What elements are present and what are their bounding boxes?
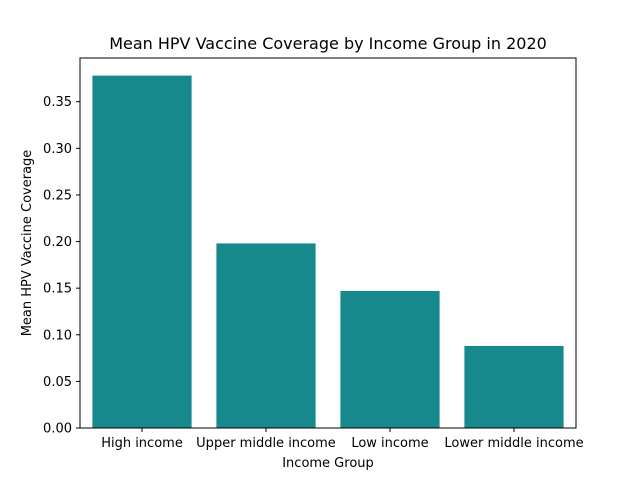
- y-tick-label: 0.35: [43, 95, 72, 110]
- x-tick-label: Upper middle income: [196, 436, 336, 451]
- y-axis: 0.00 0.05 0.10 0.15 0.20 0.25 0.30 0.35: [43, 95, 80, 437]
- y-tick-label: 0.30: [43, 142, 72, 157]
- y-axis-label: Mean HPV Vaccine Coverage: [20, 150, 35, 337]
- x-tick-label: High income: [101, 436, 183, 451]
- x-tick-label: Low income: [351, 436, 428, 451]
- chart-title: Mean HPV Vaccine Coverage by Income Grou…: [109, 34, 547, 53]
- y-tick-label: 0.20: [43, 235, 72, 250]
- y-tick-label: 0.10: [43, 328, 72, 343]
- bar-low-income: [340, 290, 440, 428]
- bars-group: [92, 75, 564, 428]
- x-axis-label: Income Group: [282, 456, 374, 471]
- y-tick-label: 0.25: [43, 188, 72, 203]
- y-tick-label: 0.05: [43, 375, 72, 390]
- x-axis: High income Upper middle income Low income…: [101, 428, 584, 451]
- bar-lower-middle-income: [464, 345, 564, 428]
- y-tick-label: 0.00: [43, 422, 72, 437]
- x-tick-label: Lower middle income: [444, 436, 583, 451]
- plot-frame: [79, 57, 577, 429]
- bar-high-income: [92, 75, 192, 428]
- y-tick-label: 0.15: [43, 282, 72, 297]
- bar-upper-middle-income: [216, 243, 316, 428]
